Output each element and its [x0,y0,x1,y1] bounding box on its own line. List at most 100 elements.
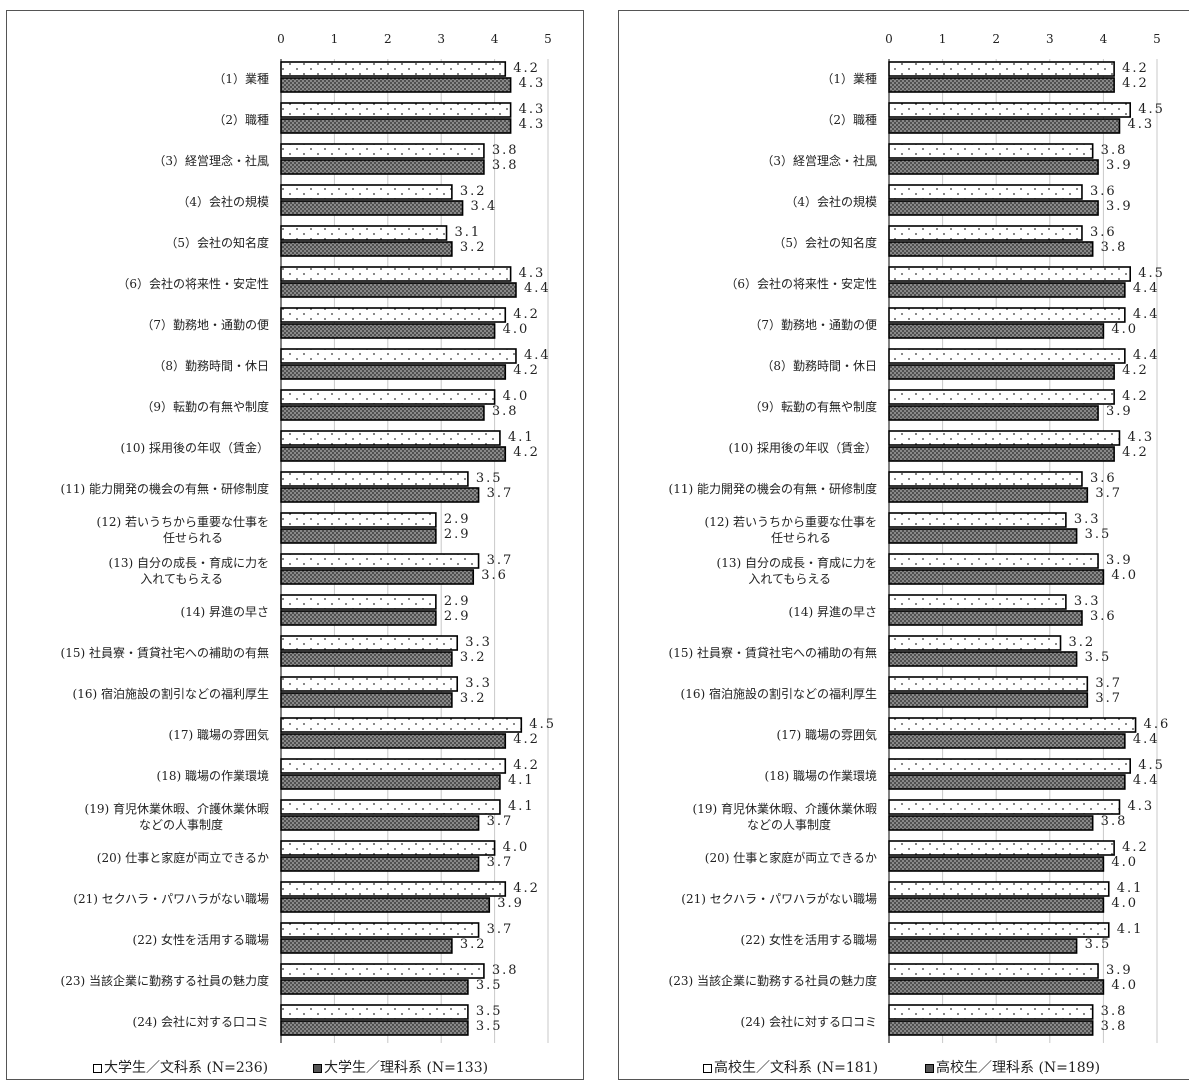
data-label-series-2: 4.0 [1111,568,1138,583]
category-label: (14) 昇進の早さ [181,605,269,619]
data-label-series-2: 4.0 [1111,896,1138,911]
bar-chart-university: 0 1 2 3 4 5（1）業種4.24.3（2）職種4.34.3（3）経営理念・社風3.… [61,32,556,1043]
data-label-series-2: 4.1 [508,773,535,788]
bar-series-1 [280,102,512,118]
data-label-series-1: 4.5 [529,717,556,732]
bar-series-1 [280,635,459,651]
category-label: (22) 女性を活用する職場 [133,932,269,947]
category-label: (16) 宿泊施設の割引などの福利厚生 [681,686,877,701]
bar-series-1 [280,389,496,405]
bar-series-2 [888,446,1115,462]
category-label: （1）業種 [213,72,269,86]
bar-series-1 [888,307,1126,323]
legend-swatch-light [93,1063,102,1073]
category-label: (22) 女性を活用する職場 [741,932,877,947]
data-label-series-1: 3.7 [487,553,514,568]
bar-series-2 [888,364,1115,380]
bar-series-1 [280,758,507,774]
chart-panel-highschool: 0 1 2 3 4 5 （1）業種 4.2 4.2 （2）職種 4.5 4.3 （3）経営理念・社風 3.… [618,10,1189,1080]
bar-series-2 [888,200,1099,216]
bar-series-2 [280,1020,469,1036]
bar-series-1 [888,102,1131,118]
legend-series-2: 大学生／理科系 (N=133) [313,1057,488,1077]
data-label-series-1: 4.5 [1138,266,1165,281]
category-label: (24) 会社に対する口コミ [741,1014,877,1029]
data-label-series-1: 4.1 [508,430,535,445]
bar-series-1 [888,963,1099,979]
data-label-series-1: 3.5 [476,471,503,486]
data-label-series-1: 3.8 [492,143,519,158]
category-label: （9）転勤の有無や制度 [141,399,269,414]
category-label: （1）業種 [821,72,877,86]
bar-series-2 [280,774,501,790]
bar-series-1 [280,225,448,241]
data-label-series-2: 3.5 [1085,650,1112,665]
bar-series-1 [280,471,469,487]
data-label-series-2: 3.7 [1095,486,1122,501]
bar-series-1 [280,430,501,446]
data-label-series-1: 4.1 [1117,881,1144,896]
bar-series-2 [280,77,512,93]
x-tick-label: 5 [1153,32,1161,46]
data-label-series-1: 4.6 [1144,717,1171,732]
bar-series-2 [280,528,437,544]
data-label-series-2: 4.4 [1133,732,1160,747]
bar-series-1 [280,840,496,856]
category-label: (23) 当該企業に勤務する社員の魅力度 [61,973,269,988]
category-label: (14) 昇進の早さ [789,605,877,619]
data-label-series-2: 3.8 [492,158,519,173]
bar-series-1 [888,143,1094,159]
data-label-series-2: 3.8 [1101,1019,1128,1034]
bar-series-2 [888,118,1121,134]
bar-series-2 [280,897,491,913]
data-label-series-2: 4.0 [1111,322,1138,337]
data-label-series-2: 3.6 [481,568,508,583]
data-label-series-1: 4.1 [1117,922,1144,937]
data-label-series-2: 3.7 [487,814,514,829]
category-label: （3）経営理念・社風 [153,153,269,168]
data-label-series-2: 2.9 [444,609,471,624]
bar-series-1 [280,1004,469,1020]
bar-series-1 [888,553,1099,569]
data-label-series-1: 3.9 [1106,963,1133,978]
bar-series-1 [888,881,1110,897]
bar-series-1 [280,266,512,282]
bar-series-1 [280,348,517,364]
legend-series-2: 高校生／理科系 (N=189) [925,1057,1100,1077]
bar-series-2 [280,938,453,954]
category-label: （6）会社の将来性・安定性 [725,276,877,291]
data-label-series-1: 3.8 [1101,1004,1128,1019]
data-label-series-1: 2.9 [444,512,471,527]
bar-series-1 [888,758,1131,774]
category-label: （7）勤務地・通勤の便 [141,318,269,332]
bar-series-2 [888,323,1105,339]
data-label-series-2: 4.2 [1122,363,1149,378]
data-label-series-1: 4.2 [1122,389,1149,404]
bar-series-2 [888,938,1078,954]
bar-series-1 [280,307,507,323]
bar-series-2 [280,979,469,995]
data-label-series-2: 3.2 [460,650,487,665]
data-label-series-1: 3.3 [1074,512,1101,527]
bar-series-2 [280,446,507,462]
data-label-series-1: 3.8 [492,963,519,978]
bar-series-1 [888,512,1067,528]
bar-series-2 [888,610,1083,626]
x-tick-label: 2 [384,32,392,46]
data-label-series-1: 3.2 [1069,635,1096,650]
category-label: （5）会社の知名度 [773,235,877,250]
bar-series-1 [888,840,1115,856]
bar-series-2 [280,733,507,749]
data-label-series-2: 3.8 [1101,240,1128,255]
data-label-series-2: 3.4 [471,199,498,214]
data-label-series-2: 4.0 [1111,978,1138,993]
data-label-series-2: 4.3 [519,117,546,132]
data-label-series-1: 3.7 [1095,676,1122,691]
data-label-series-2: 4.4 [524,281,551,296]
data-label-series-1: 4.3 [1127,799,1154,814]
x-tick-label: 0 [885,32,893,46]
bar-series-2 [280,815,480,831]
bar-series-2 [888,733,1126,749]
data-label-series-2: 4.2 [513,363,540,378]
category-label: (21) セクハラ・パワハラがない職場 [73,891,269,906]
